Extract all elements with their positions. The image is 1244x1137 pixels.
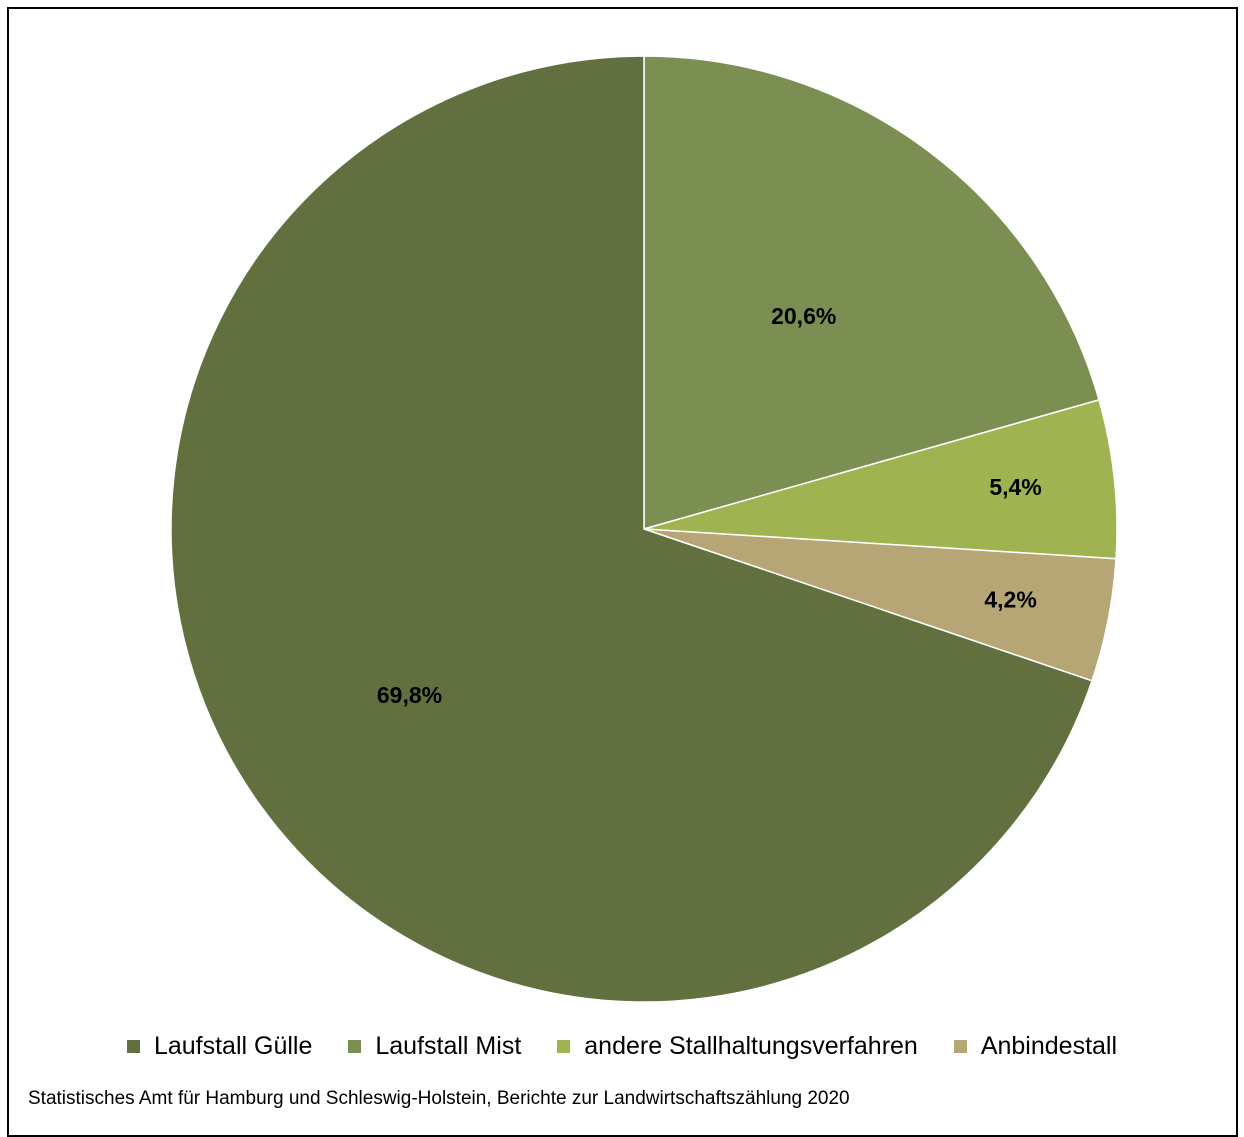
- legend-label-andere-stallhaltungsverfahren: andere Stallhaltungsverfahren: [584, 1031, 918, 1060]
- legend-swatch-anbindestall: [953, 1039, 967, 1053]
- data-label-laufstall-mist: 20,6%: [771, 303, 836, 329]
- data-label-laufstall-guelle: 69,8%: [377, 682, 442, 708]
- pie-slice-laufstall-guelle: [170, 55, 1093, 1003]
- legend-label-laufstall-guelle: Laufstall Gülle: [153, 1031, 313, 1060]
- data-label-andere-stallhaltungsverfahren: 5,4%: [989, 474, 1041, 500]
- legend-item-anbindestall: Anbindestall: [953, 1031, 1118, 1061]
- pie-chart: 20,6% 5,4% 4,2% 69,8%: [170, 55, 1118, 1003]
- legend-label-anbindestall: Anbindestall: [980, 1031, 1118, 1060]
- chart-legend: Laufstall Gülle Laufstall Mist andere St…: [0, 1030, 1244, 1062]
- legend-item-andere-stallhaltungsverfahren: andere Stallhaltungsverfahren: [557, 1032, 918, 1061]
- legend-swatch-laufstall-guelle: [126, 1039, 140, 1053]
- legend-swatch-laufstall-mist: [348, 1039, 362, 1053]
- source-note: Statistisches Amt für Hamburg und Schles…: [28, 1088, 850, 1109]
- legend-swatch-andere-stallhaltungsverfahren: [557, 1039, 571, 1053]
- data-label-anbindestall: 4,2%: [984, 586, 1036, 612]
- legend-item-laufstall-guelle: Laufstall Gülle: [126, 1031, 313, 1061]
- legend-label-laufstall-mist: Laufstall Mist: [375, 1031, 522, 1060]
- legend-item-laufstall-mist: Laufstall Mist: [348, 1032, 521, 1061]
- pie-slice-andere-stallhaltungsverfahren: [643, 398, 1118, 560]
- pie-slice-laufstall-mist: [643, 55, 1100, 530]
